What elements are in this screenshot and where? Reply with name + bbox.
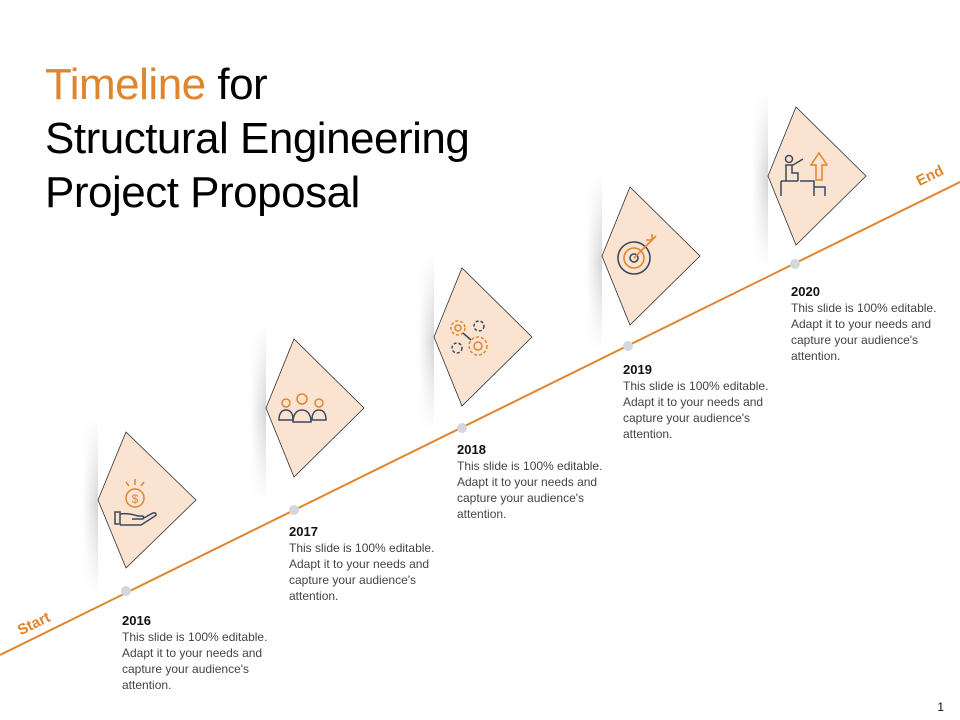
end-label: End [914,162,947,190]
milestone-diamond [434,268,532,406]
timeline-dot [121,586,131,596]
svg-text:$: $ [132,492,139,506]
milestone-year: 2017 [289,524,449,540]
milestone-2017 [250,325,364,515]
milestone-text-2017: 2017 This slide is 100% editable. Adapt … [289,524,449,604]
milestone-text-2019: 2019 This slide is 100% editable. Adapt … [623,362,783,442]
milestone-diamond [266,339,364,477]
milestone-year: 2016 [122,613,282,629]
timeline-dot [790,259,800,269]
milestone-2020 [752,93,866,269]
milestone-year: 2018 [457,442,617,458]
timeline-dot [457,423,467,433]
milestone-diamond [602,187,700,325]
milestone-description: This slide is 100% editable. Adapt it to… [623,378,783,442]
milestone-description: This slide is 100% editable. Adapt it to… [289,540,449,604]
milestone-diamond [768,107,866,245]
start-label: Start [15,609,53,639]
page-number: 1 [937,700,944,714]
milestone-2018 [418,255,532,433]
milestone-2016: $ [82,418,196,596]
timeline-dot [289,505,299,515]
milestone-2019 [586,175,700,351]
milestone-text-2018: 2018 This slide is 100% editable. Adapt … [457,442,617,522]
milestone-text-2020: 2020 This slide is 100% editable. Adapt … [791,284,951,364]
timeline-line [0,182,960,655]
milestone-year: 2019 [623,362,783,378]
milestone-text-2016: 2016 This slide is 100% editable. Adapt … [122,613,282,693]
milestone-description: This slide is 100% editable. Adapt it to… [122,629,282,693]
timeline-dot [623,341,633,351]
milestone-diamond [98,432,196,568]
milestone-year: 2020 [791,284,951,300]
milestone-description: This slide is 100% editable. Adapt it to… [791,300,951,364]
milestone-description: This slide is 100% editable. Adapt it to… [457,458,617,522]
